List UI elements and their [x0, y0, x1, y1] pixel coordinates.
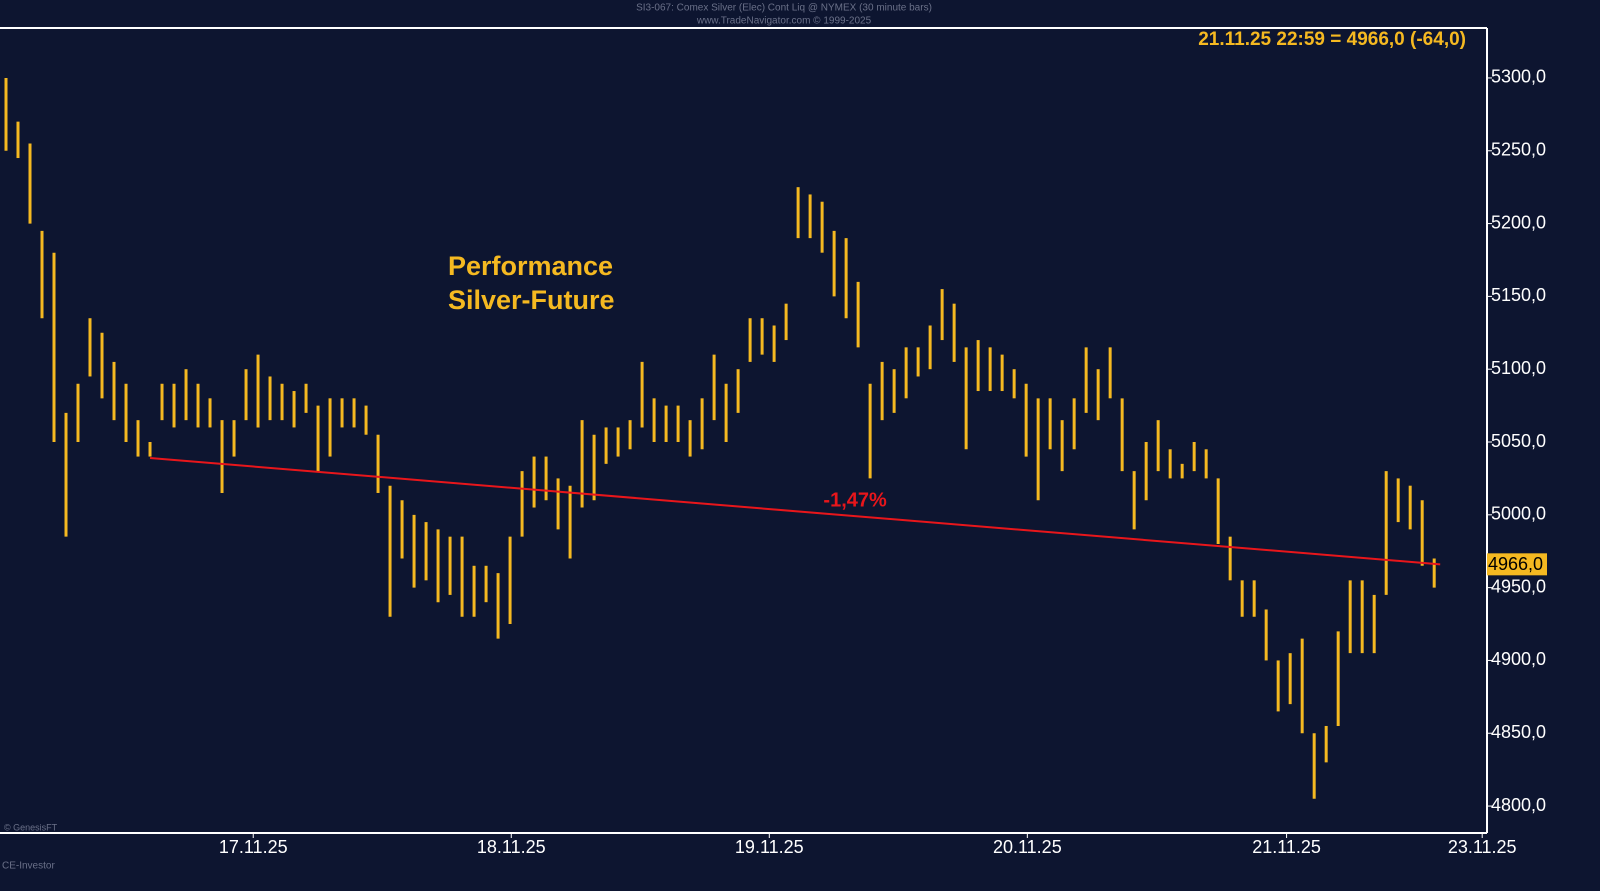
y-tick-label: 5150,0: [1491, 285, 1546, 305]
y-tick-label: 4950,0: [1491, 576, 1546, 596]
last-quote: 21.11.25 22:59 = 4966,0 (-64,0): [1198, 29, 1466, 50]
annotation-line: Silver-Future: [448, 285, 615, 315]
y-tick-label: 5250,0: [1491, 140, 1546, 160]
source: CE-Investor: [2, 861, 55, 872]
y-tick-label: 5300,0: [1491, 67, 1546, 87]
copyright: © GenesisFT: [4, 822, 58, 832]
y-tick-label: 4850,0: [1491, 722, 1546, 742]
last-price-label: 4966,0: [1488, 554, 1543, 574]
y-tick-label: 5000,0: [1491, 504, 1546, 524]
annotation-line: Performance: [448, 251, 613, 281]
y-tick-label: 5050,0: [1491, 431, 1546, 451]
x-tick-label: 23.11.25: [1448, 837, 1517, 857]
subheader: www.TradeNavigator.com © 1999-2025: [696, 16, 872, 27]
trend-line: [149, 457, 1441, 566]
x-tick-label: 20.11.25: [993, 837, 1062, 857]
x-tick-label: 18.11.25: [477, 837, 546, 857]
header: SI3-067: Comex Silver (Elec) Cont Liq @ …: [636, 3, 932, 14]
y-tick-label: 4900,0: [1491, 649, 1546, 669]
y-tick-label: 5200,0: [1491, 212, 1546, 232]
y-tick-label: 5100,0: [1491, 358, 1546, 378]
y-tick-label: 4800,0: [1491, 795, 1546, 815]
trend-label: -1,47%: [823, 489, 887, 511]
x-tick-label: 21.11.25: [1252, 837, 1321, 857]
x-tick-label: 17.11.25: [219, 837, 288, 857]
last-price-box: [1487, 553, 1547, 576]
x-tick-label: 19.11.25: [735, 837, 804, 857]
